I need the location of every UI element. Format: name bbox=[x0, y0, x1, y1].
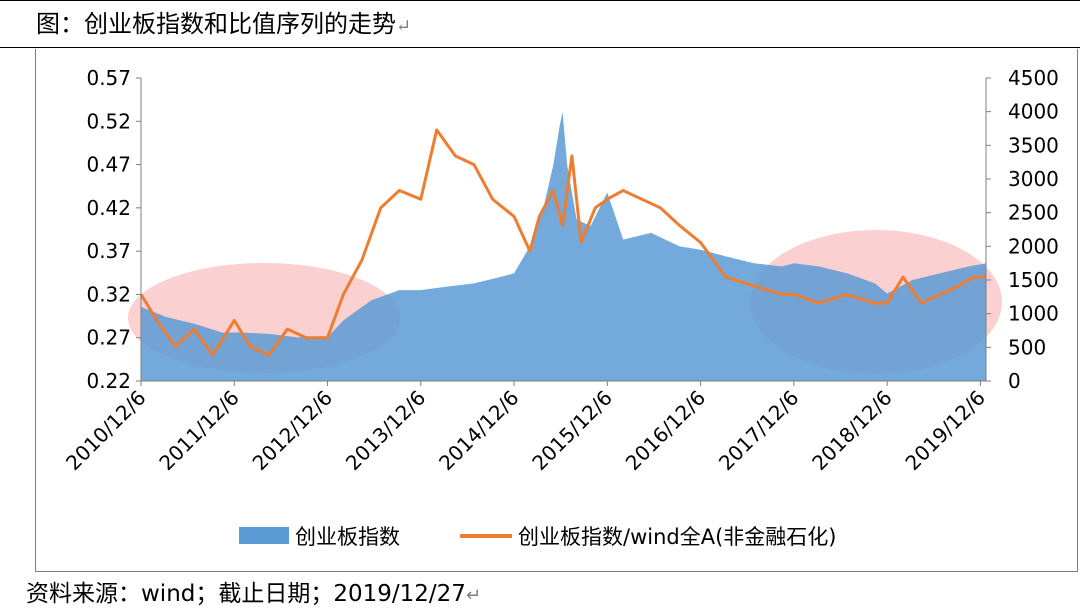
x-tick-label: 2013/12/6 bbox=[341, 386, 430, 475]
y-left-tick-label: 0.37 bbox=[86, 239, 131, 263]
source-return-mark: ↵ bbox=[465, 585, 482, 606]
line-layer bbox=[139, 128, 986, 357]
x-tick-label: 2018/12/6 bbox=[807, 386, 896, 475]
combo-chart: 0.22 0.27 0.32 0.37 0.42 0.47 0.52 0.57 0 500 1000… bbox=[61, 66, 1059, 549]
y-right-tick-label: 2000 bbox=[1008, 234, 1059, 258]
x-tick-label: 2016/12/6 bbox=[621, 386, 710, 475]
line-series-ratio bbox=[139, 128, 986, 357]
x-tick-label: 2012/12/6 bbox=[248, 386, 337, 475]
legend-label-line: 创业板指数/wind全A(非金融石化) bbox=[518, 525, 836, 549]
x-tick-label: 2010/12/6 bbox=[61, 386, 150, 475]
y-left-tick-label: 0.52 bbox=[86, 109, 131, 133]
y-left-tick-label: 0.32 bbox=[86, 282, 131, 306]
y-left-tick-label: 0.22 bbox=[86, 369, 131, 393]
y-left-tick-label: 0.47 bbox=[86, 153, 131, 177]
x-tick-label: 2019/12/6 bbox=[900, 386, 989, 475]
y-right-tick-label: 4500 bbox=[1008, 66, 1059, 90]
y-left-tick-label: 0.27 bbox=[86, 326, 131, 350]
legend-label-area: 创业板指数 bbox=[295, 525, 400, 549]
area-layer bbox=[141, 111, 986, 381]
x-tick-label: 2015/12/6 bbox=[527, 386, 616, 475]
x-tick-label: 2014/12/6 bbox=[434, 386, 523, 475]
figure-caption: 图：创业板指数和比值序列的走势↵ bbox=[0, 0, 1080, 48]
y-right-tick-label: 3000 bbox=[1008, 167, 1059, 191]
y-right-tick-label: 1000 bbox=[1008, 302, 1059, 326]
return-mark: ↵ bbox=[396, 16, 412, 37]
y-right-tick-label: 3500 bbox=[1008, 133, 1059, 157]
y-left-tick-label: 0.42 bbox=[86, 196, 131, 220]
legend-swatch-area bbox=[239, 527, 289, 544]
source-text: 资料来源：wind；截止日期；2019/12/27 bbox=[26, 581, 466, 607]
x-tick-label: 2017/12/6 bbox=[714, 386, 803, 475]
y-right-tick-label: 2500 bbox=[1008, 201, 1059, 225]
y-right-tick-label: 4000 bbox=[1008, 100, 1059, 124]
x-tick-label: 2011/12/6 bbox=[154, 386, 243, 475]
y-right-tick-label: 500 bbox=[1008, 335, 1046, 359]
chart-frame: 0.22 0.27 0.32 0.37 0.42 0.47 0.52 0.57 0 500 1000… bbox=[35, 49, 1078, 572]
area-series-chinext-index bbox=[141, 111, 986, 381]
y-right-tick-label: 1500 bbox=[1008, 268, 1059, 292]
y-right-tick-label: 0 bbox=[1008, 369, 1021, 393]
y-left-tick-label: 0.57 bbox=[86, 66, 131, 90]
caption-title: 图：创业板指数和比值序列的走势 bbox=[36, 10, 396, 38]
legend: 创业板指数 创业板指数/wind全A(非金融石化) bbox=[239, 525, 836, 549]
source-note: 资料来源：wind；截止日期；2019/12/27↵ bbox=[26, 578, 481, 612]
